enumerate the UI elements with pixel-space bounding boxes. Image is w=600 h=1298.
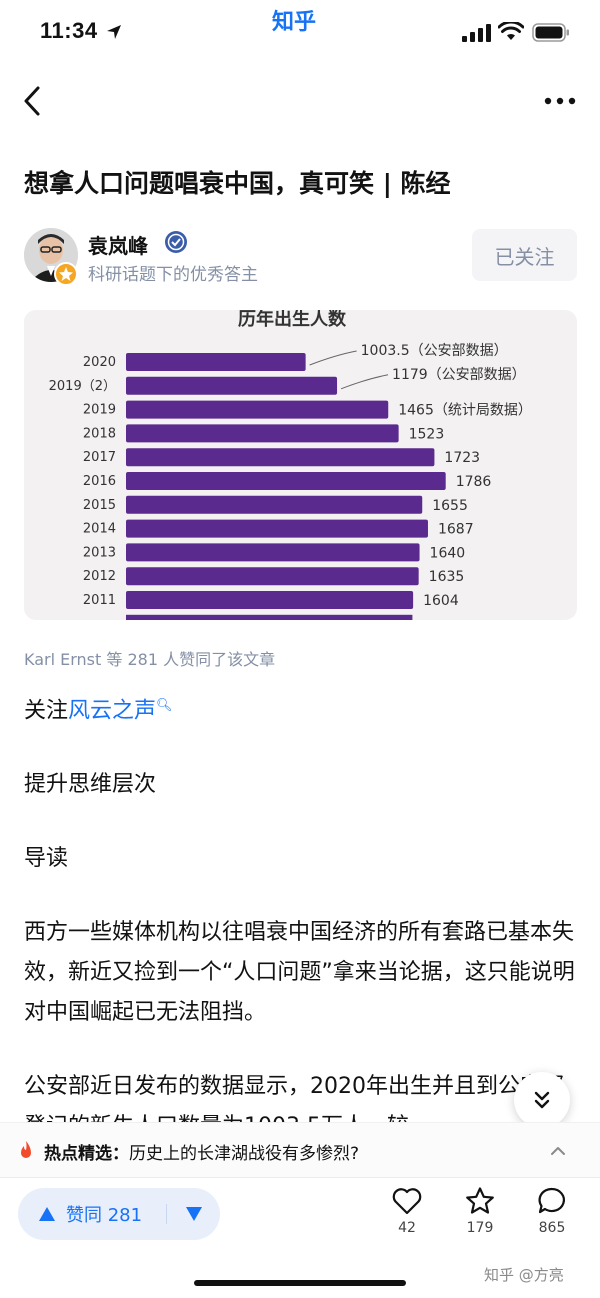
chart-data-label: 1640 [430, 545, 466, 561]
paragraph: 导读 [24, 846, 69, 872]
battery-icon [532, 23, 569, 42]
chart-data-label: 1523 [409, 426, 445, 442]
chart-category-label: 2019（2） [49, 379, 116, 394]
chart-category-label: 2014 [83, 522, 116, 537]
chart-bar [126, 353, 306, 371]
comment-button[interactable]: 865 [522, 1186, 582, 1236]
more-options-button[interactable] [540, 86, 580, 116]
author-card: 袁岚峰 科研话题下的优秀答主 已关注 [24, 228, 580, 288]
chart-bar [126, 591, 414, 609]
comment-count: 865 [538, 1220, 566, 1236]
chart-category-label: 2011 [83, 593, 116, 608]
chart-bar [126, 567, 419, 586]
chart-bar [126, 448, 435, 467]
chart-title: 历年出生人数 [238, 310, 347, 330]
bar-chart: 历年出生人数 2020 1003.5（公安部数据） 2019（2） 1179（公安部数… [49, 310, 532, 620]
chart-leader-line [309, 350, 357, 366]
location-arrow-icon [107, 25, 121, 39]
chart-data-label: 1003.5（公安部数据） [361, 343, 508, 359]
hot-topic-banner[interactable]: 热点精选：历史上的长津湖战役有多惨烈? [0, 1122, 600, 1178]
wifi-icon [498, 22, 524, 40]
fire-icon [21, 1141, 31, 1158]
chart-bar [126, 543, 420, 562]
chart-category-label: 2015 [83, 498, 116, 513]
back-button[interactable] [18, 84, 48, 118]
follow-prefix: 关注 [24, 698, 69, 724]
chart-bar [126, 472, 446, 490]
like-button[interactable]: 42 [377, 1186, 437, 1236]
chart-category-label: 2016 [83, 474, 116, 489]
like-count: 42 [398, 1220, 416, 1236]
likes-summary[interactable]: Karl Ernst 等 281 人赞同了该文章 [24, 650, 276, 669]
bottom-action-bar: 赞同 281 42 179 865 知乎 @方亮 [0, 1180, 600, 1298]
chart-bar [126, 376, 338, 395]
follow-paragraph: 关注风云之声🔍︎ [24, 686, 580, 731]
verified-badge-icon [165, 231, 187, 253]
chart-data-label: 1635 [429, 569, 465, 585]
article-title: 想拿人口问题唱衰中国，真可笑 | 陈经 [24, 169, 451, 198]
follow-button[interactable]: 已关注 [472, 229, 577, 281]
chart-leader-line [340, 374, 389, 390]
status-bar: 11:34 知乎 [0, 0, 600, 64]
chart-data-label: 1604 [423, 593, 459, 609]
chart-category-label: 2018 [83, 426, 116, 441]
author-description: 科研话题下的优秀答主 [88, 265, 258, 285]
chart-category-label: 2020 [83, 355, 116, 370]
chart-bar [126, 424, 399, 443]
signal-icon [462, 24, 491, 42]
author-name[interactable]: 袁岚峰 [88, 234, 148, 258]
chart-bar [126, 400, 389, 419]
chart-category-label: 2017 [83, 450, 116, 465]
chart-data-label: 1655 [432, 498, 468, 514]
downvote-button[interactable] [168, 1188, 220, 1240]
hot-topic-text: 热点精选：历史上的长津湖战役有多惨烈? [44, 1139, 359, 1164]
birth-chart-image[interactable]: 历年出生人数 2020 1003.5（公安部数据） 2019（2） 1179（公安部数… [24, 310, 577, 620]
status-time: 11:34 [40, 18, 98, 43]
chevron-up-icon[interactable] [548, 1141, 568, 1161]
chart-bar-cutoff [126, 614, 413, 620]
triangle-up-icon [39, 1207, 55, 1221]
chart-category-label: 2012 [83, 569, 116, 584]
vote-divider [166, 1204, 167, 1224]
favorite-button[interactable]: 179 [450, 1186, 510, 1236]
chart-data-label: 1465（统计局数据） [398, 403, 532, 419]
comment-bubble-icon [538, 1187, 565, 1214]
chart-bar [126, 519, 428, 538]
double-chevron-down-icon [534, 1091, 550, 1109]
article-body: 关注风云之声🔍︎ 提升思维层次 导读 西方一些媒体机构以往唱衰中国经济的所有套路… [24, 686, 580, 1181]
favorite-count: 179 [466, 1220, 494, 1236]
star-icon [466, 1187, 494, 1214]
fengyun-link[interactable]: 风云之声 [68, 698, 157, 724]
heart-icon [392, 1188, 422, 1215]
chart-data-label: 1687 [438, 522, 474, 538]
home-indicator[interactable] [194, 1280, 406, 1286]
hot-topic-label: 热点精选： [44, 1144, 129, 1164]
upvote-button[interactable]: 赞同 281 [18, 1188, 166, 1240]
vote-group: 赞同 281 [18, 1188, 220, 1240]
paragraph: 提升思维层次 [24, 772, 157, 798]
chart-data-label: 1786 [456, 474, 492, 490]
chart-category-label: 2019 [83, 403, 116, 418]
top-nav [0, 70, 600, 134]
chart-data-label: 1179（公安部数据） [392, 367, 526, 383]
scroll-down-button[interactable] [514, 1072, 570, 1128]
chart-data-label: 1723 [444, 450, 480, 466]
app-brand: 知乎 [272, 10, 317, 35]
chart-category-label: 2013 [83, 545, 116, 560]
excellent-answerer-badge-icon [54, 262, 78, 286]
paragraph: 西方一些媒体机构以往唱衰中国经济的所有套路已基本失效，新近又捡到一个“人口问题”… [24, 920, 575, 1026]
hot-topic-title[interactable]: 历史上的长津湖战役有多惨烈? [129, 1144, 360, 1164]
upvote-label: 赞同 281 [66, 1205, 143, 1226]
search-icon[interactable]: 🔍︎ [156, 698, 173, 713]
triangle-down-icon [186, 1207, 202, 1221]
watermark: 知乎 @方亮 [484, 1266, 564, 1284]
chart-bar [126, 495, 423, 514]
